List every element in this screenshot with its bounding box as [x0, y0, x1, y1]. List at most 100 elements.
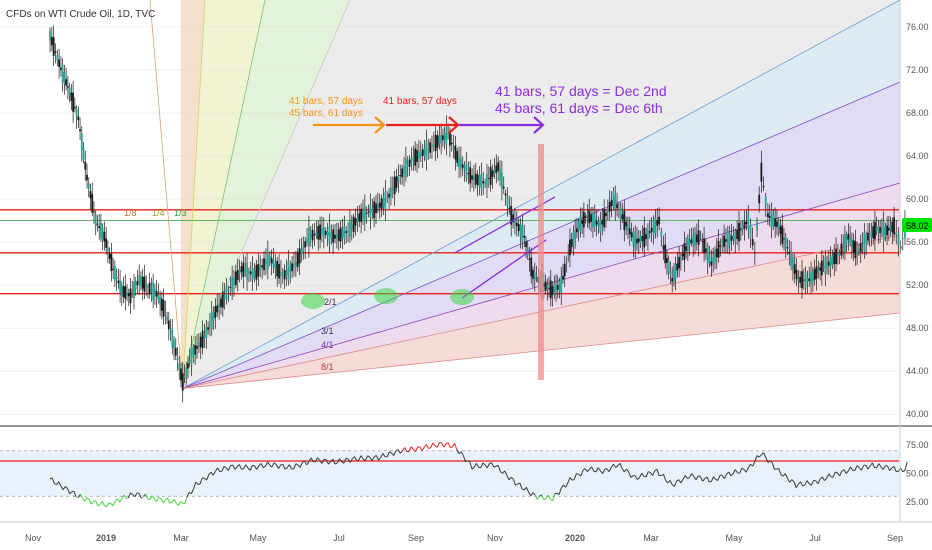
- candle-body: [824, 257, 827, 275]
- candle: [261, 258, 264, 280]
- candle: [445, 115, 448, 156]
- candle: [532, 266, 534, 288]
- rsi-segment: [71, 490, 75, 493]
- candle: [50, 27, 53, 52]
- rsi-segment: [195, 481, 199, 485]
- arrow-orange: [313, 116, 386, 134]
- candle-body: [79, 129, 81, 132]
- candle: [579, 207, 582, 238]
- candle-body: [570, 239, 573, 248]
- candle-body: [458, 156, 460, 167]
- candle-body: [363, 205, 366, 222]
- candle-body: [345, 231, 348, 233]
- rsi-segment: [421, 447, 425, 452]
- rsi-segment: [591, 466, 595, 472]
- candle-body: [732, 236, 735, 239]
- candle: [743, 210, 746, 241]
- candle: [52, 25, 55, 66]
- candle-body: [229, 286, 232, 288]
- rsi-segment: [334, 462, 338, 465]
- candle: [276, 257, 279, 287]
- candle: [652, 215, 655, 245]
- candle-body: [656, 220, 659, 226]
- rsi-segment: [737, 472, 740, 474]
- rsi-segment: [613, 463, 617, 468]
- candle: [280, 260, 282, 288]
- candle-body: [526, 248, 529, 256]
- candle: [287, 250, 290, 286]
- rsi-segment: [264, 461, 269, 467]
- candle-body: [190, 345, 193, 365]
- candle-body: [461, 164, 464, 168]
- candle: [220, 294, 222, 315]
- candle-body: [91, 194, 94, 213]
- rsi-segment: [141, 495, 144, 499]
- candle: [289, 260, 292, 284]
- rsi-segment: [410, 446, 414, 450]
- rsi-segment: [730, 473, 734, 477]
- candle-body: [281, 275, 284, 278]
- candle-body: [714, 250, 716, 263]
- pre-pivot-area: [0, 0, 181, 425]
- candle: [93, 201, 95, 224]
- candle: [623, 200, 626, 242]
- candle: [72, 80, 74, 123]
- time-tick-label: Jul: [333, 533, 345, 543]
- rsi-segment: [88, 499, 92, 505]
- rsi-segment: [634, 475, 638, 480]
- candle: [240, 261, 243, 280]
- candle: [695, 223, 698, 251]
- rsi-panel: [0, 425, 932, 508]
- rsi-segment: [399, 450, 403, 454]
- rsi-segment: [845, 470, 849, 474]
- candle: [388, 187, 390, 210]
- candle: [621, 203, 624, 223]
- rsi-segment: [547, 494, 551, 500]
- candle-body: [786, 247, 789, 249]
- candle-body: [593, 215, 596, 228]
- candle: [815, 254, 818, 291]
- candle: [697, 219, 700, 257]
- rsi-segment: [728, 471, 732, 477]
- candle-body: [218, 303, 220, 308]
- rsi-segment: [230, 464, 233, 467]
- rsi-segment: [665, 480, 669, 484]
- candle: [201, 320, 204, 355]
- candle: [108, 247, 111, 264]
- rsi-segment: [319, 460, 323, 464]
- candle-body: [721, 240, 724, 244]
- candle: [434, 126, 437, 161]
- candle-body: [850, 239, 853, 248]
- candle-body: [852, 240, 855, 253]
- candle: [416, 143, 418, 173]
- candle: [412, 145, 415, 171]
- candle-body: [145, 284, 148, 287]
- rsi-segment: [623, 468, 627, 473]
- price-tick-label: 72.00: [906, 65, 929, 75]
- fan-line-1: [182, 0, 206, 389]
- candle: [49, 27, 51, 53]
- rsi-segment: [282, 464, 286, 470]
- rsi-segment: [186, 492, 190, 498]
- rsi-segment: [134, 492, 138, 497]
- candle-body: [406, 164, 409, 167]
- candle: [423, 139, 426, 162]
- rsi-segment: [565, 482, 569, 488]
- candle: [399, 164, 402, 185]
- rsi-segment: [430, 442, 434, 448]
- candle-body: [517, 223, 520, 232]
- rsi-segment: [80, 494, 84, 499]
- rsi-segment: [317, 457, 321, 461]
- candle-body: [103, 231, 106, 242]
- candle-body: [835, 248, 837, 264]
- rsi-segment: [810, 480, 815, 486]
- candle: [795, 258, 798, 286]
- candle: [408, 155, 411, 176]
- rsi-segment: [819, 476, 823, 480]
- rsi-segment: [391, 452, 395, 456]
- candle-body: [565, 262, 568, 264]
- candle-body: [817, 269, 820, 273]
- candle-body: [747, 211, 750, 230]
- rsi-segment: [93, 500, 96, 502]
